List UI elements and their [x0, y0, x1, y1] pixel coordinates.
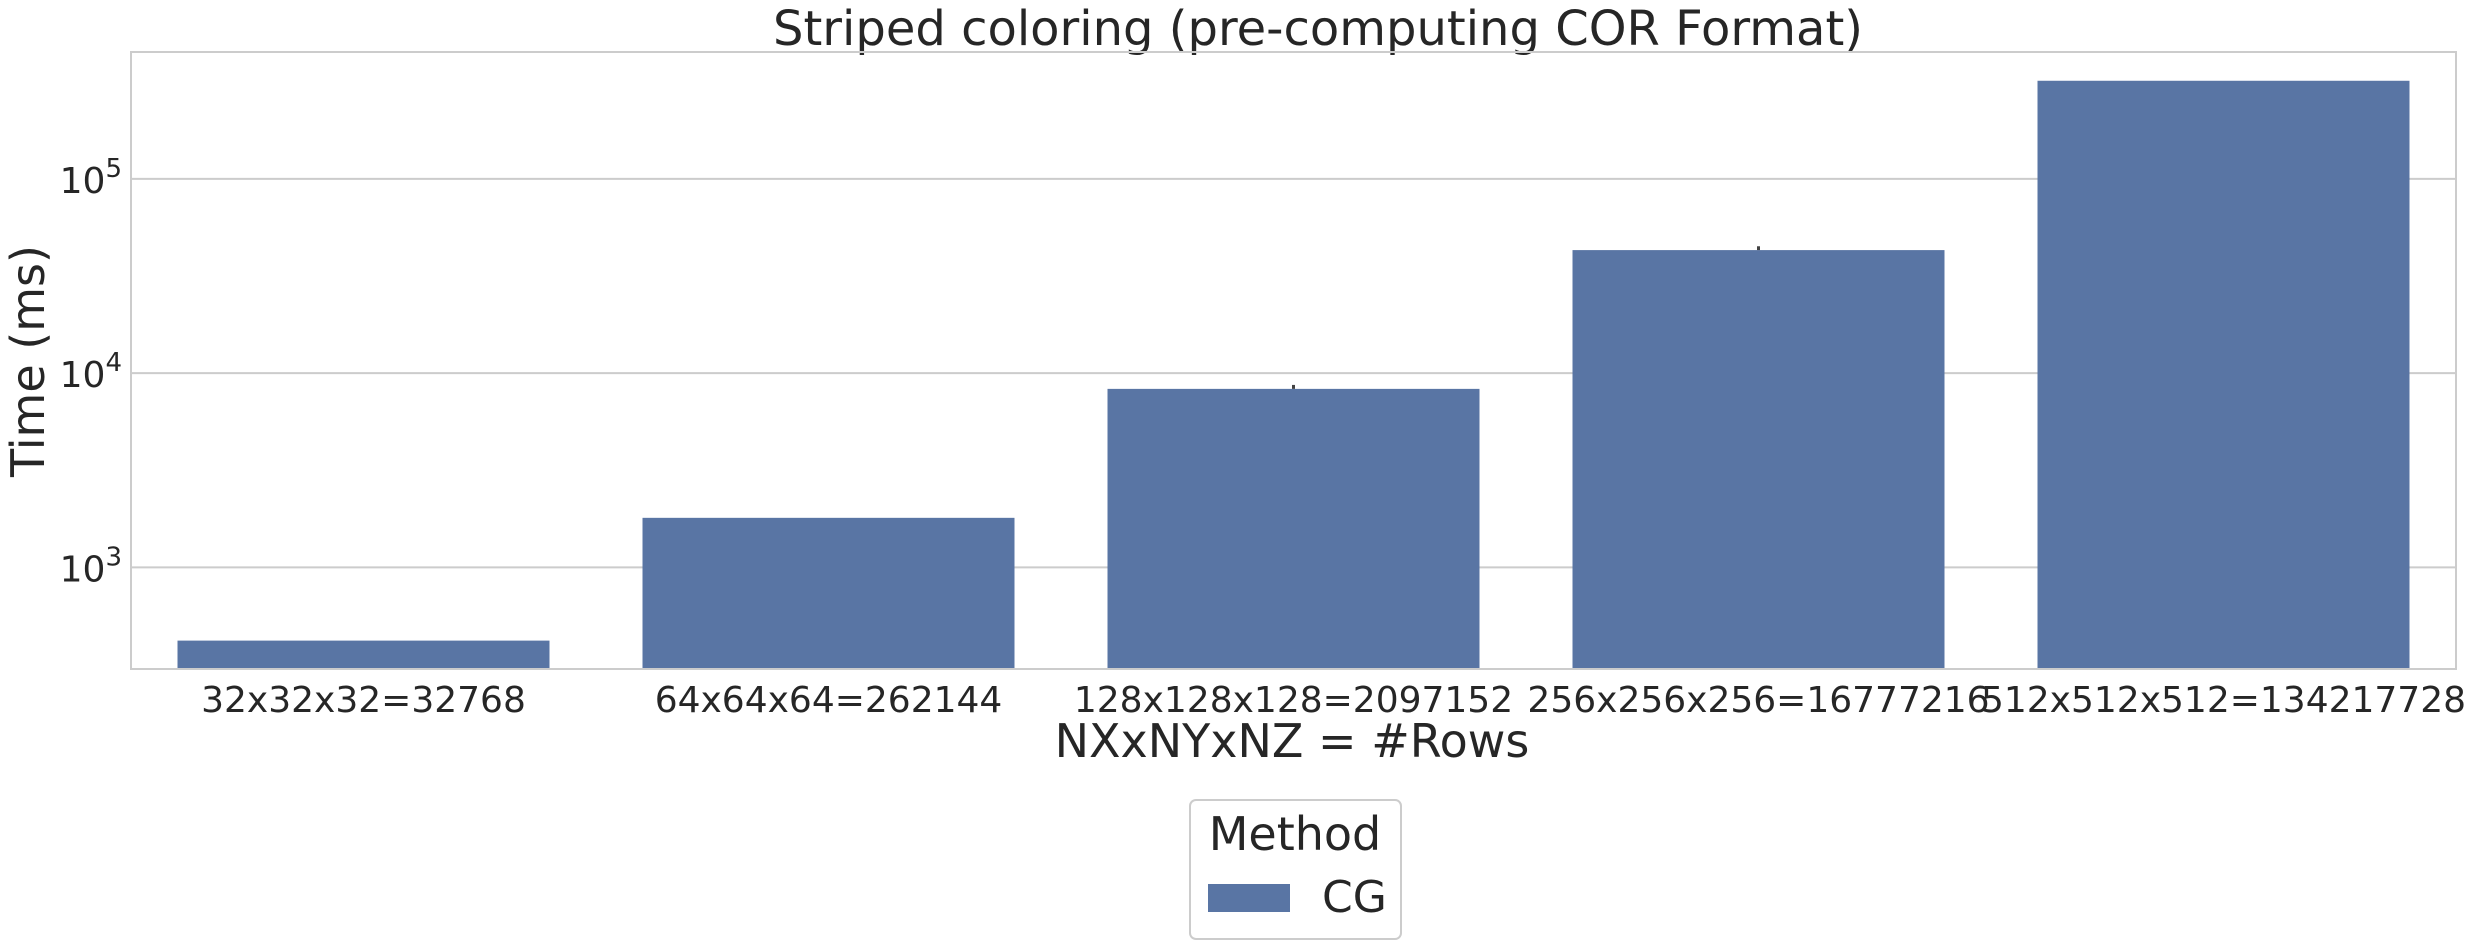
y-tick-label-2: 105 — [60, 154, 122, 202]
y-tick-labels: 103 104 105 — [60, 154, 122, 591]
y-tick-label-0: 103 — [60, 542, 122, 590]
bar-1 — [642, 517, 1015, 669]
x-tick-label-0: 32x32x32=32768 — [201, 680, 526, 721]
legend: Method CG — [1189, 799, 1402, 940]
plot-frame — [130, 51, 2457, 670]
error-bars — [1292, 246, 1760, 389]
legend-title: Method — [1209, 807, 1382, 861]
y-axis-label: Time (ms) — [1, 245, 55, 478]
legend-label-cg: CG — [1322, 872, 1387, 923]
bar-4 — [2037, 80, 2410, 670]
y-tick-label-1: 104 — [60, 348, 122, 396]
x-tick-label-4: 512x512x512=134217728 — [1981, 680, 2466, 721]
bar-3 — [1572, 250, 1945, 670]
bar-2 — [1107, 388, 1480, 669]
legend-swatch-cg — [1208, 884, 1290, 912]
x-axis-label: NXxNYxNZ = #Rows — [1055, 714, 1530, 768]
x-tick-labels: 32x32x32=32768 64x64x64=262144 128x128x128… — [201, 680, 2466, 721]
chart-title: Striped coloring (pre-computing COR Form… — [773, 1, 1863, 57]
x-tick-label-2: 128x128x128=2097152 — [1074, 680, 1513, 721]
bar-0 — [177, 640, 550, 669]
x-tick-label-1: 64x64x64=262144 — [655, 680, 1003, 721]
bars — [177, 80, 2410, 670]
x-tick-label-3: 256x256x256=16777216 — [1527, 680, 1989, 721]
